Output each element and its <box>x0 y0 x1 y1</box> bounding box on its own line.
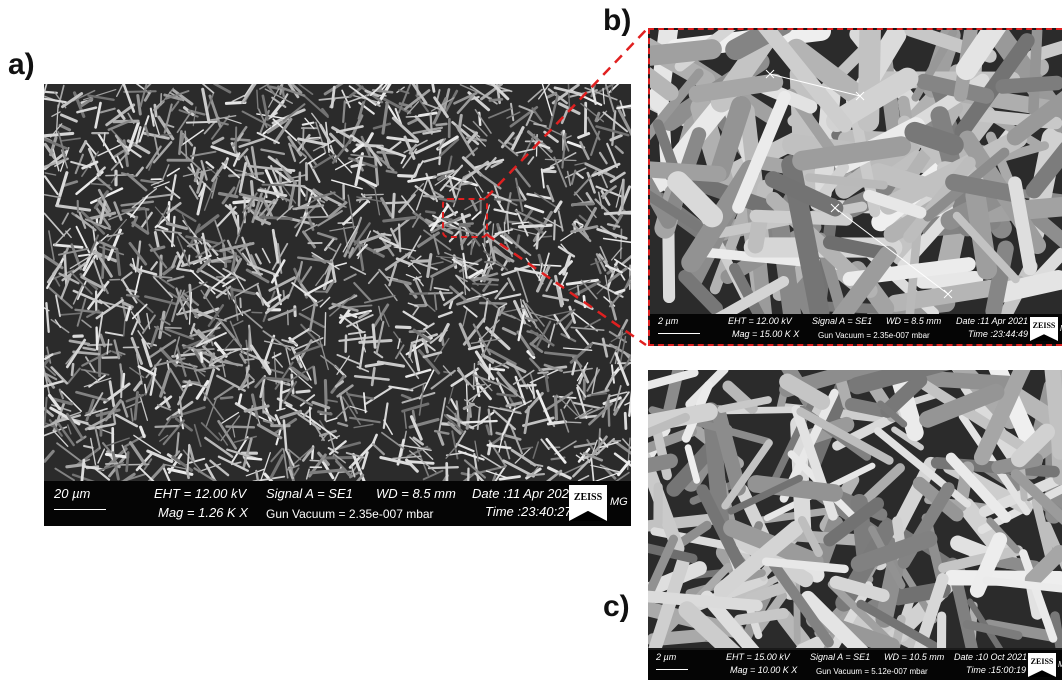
panel-label-b: b) <box>603 4 632 37</box>
eht-a: EHT = 12.00 kV <box>154 486 247 501</box>
time-c: Time :15:00:19 <box>966 665 1026 675</box>
scale-label-a: 20 µm <box>54 486 91 501</box>
signal-a: Signal A = SE1 <box>266 486 353 501</box>
vacuum-b: Gun Vacuum = 2.35e-007 mbar <box>818 331 930 340</box>
eht-c: EHT = 15.00 kV <box>726 652 790 662</box>
scale-bar-b <box>658 328 700 334</box>
time-b: Time :23:44:49 <box>968 329 1028 339</box>
date-b: Date :11 Apr 2021 <box>956 316 1029 326</box>
date-a: Date :11 Apr 2021 <box>472 486 577 501</box>
zeiss-logo-b: ZEISS <box>1030 317 1058 341</box>
mag-a: Mag = 1.26 K X <box>158 505 248 520</box>
wd-b: WD = 8.5 mm <box>886 316 942 326</box>
panel-label-a: a) <box>8 48 35 81</box>
crystal-texture-c <box>648 370 1062 648</box>
wd-a: WD = 8.5 mm <box>376 486 456 501</box>
mg-a: MG <box>610 496 628 508</box>
signal-b: Signal A = SE1 <box>812 316 873 326</box>
time-a: Time :23:40:27 <box>485 504 572 519</box>
sem-image-a: 20 µm EHT = 12.00 kV Mag = 1.26 K X Sign… <box>44 84 631 526</box>
mag-c: Mag = 10.00 K X <box>730 665 798 675</box>
zeiss-logo-c: ZEISS <box>1028 653 1056 677</box>
length-measurements-b <box>765 69 953 299</box>
vacuum-a: Gun Vacuum = 2.35e-007 mbar <box>266 507 434 521</box>
wd-c: WD = 10.5 mm <box>884 652 945 662</box>
vacuum-c: Gun Vacuum = 5.12e-007 mbar <box>816 667 928 676</box>
info-bar-c: 2 µm EHT = 15.00 kV Mag = 10.00 K X Sign… <box>648 650 1062 680</box>
eht-b: EHT = 12.00 kV <box>728 316 792 326</box>
crystal-texture-a <box>44 84 631 481</box>
scale-label-b: 2 µm <box>658 316 679 326</box>
scale-bar-a <box>54 503 106 510</box>
info-bar-b: 2 µm EHT = 12.00 kV Mag = 15.00 K X Sign… <box>650 314 1062 344</box>
mg-c: MG <box>1058 660 1062 669</box>
scale-label-c: 2 µm <box>656 652 677 662</box>
scale-bar-c <box>656 664 688 670</box>
crystal-texture-b <box>650 30 1062 316</box>
sem-image-c: 2 µm EHT = 15.00 kV Mag = 10.00 K X Sign… <box>648 370 1062 680</box>
signal-c: Signal A = SE1 <box>810 652 871 662</box>
zoom-region-marker <box>442 198 488 238</box>
zeiss-logo-a: ZEISS <box>569 485 607 521</box>
date-c: Date :10 Oct 2021 <box>954 652 1028 662</box>
info-bar-a: 20 µm EHT = 12.00 kV Mag = 1.26 K X Sign… <box>44 481 631 526</box>
mag-b: Mag = 15.00 K X <box>732 329 800 339</box>
mg-b: MG <box>1060 324 1062 333</box>
sem-image-b: 2 µm EHT = 12.00 kV Mag = 15.00 K X Sign… <box>648 28 1062 346</box>
panel-label-c: c) <box>603 590 630 623</box>
